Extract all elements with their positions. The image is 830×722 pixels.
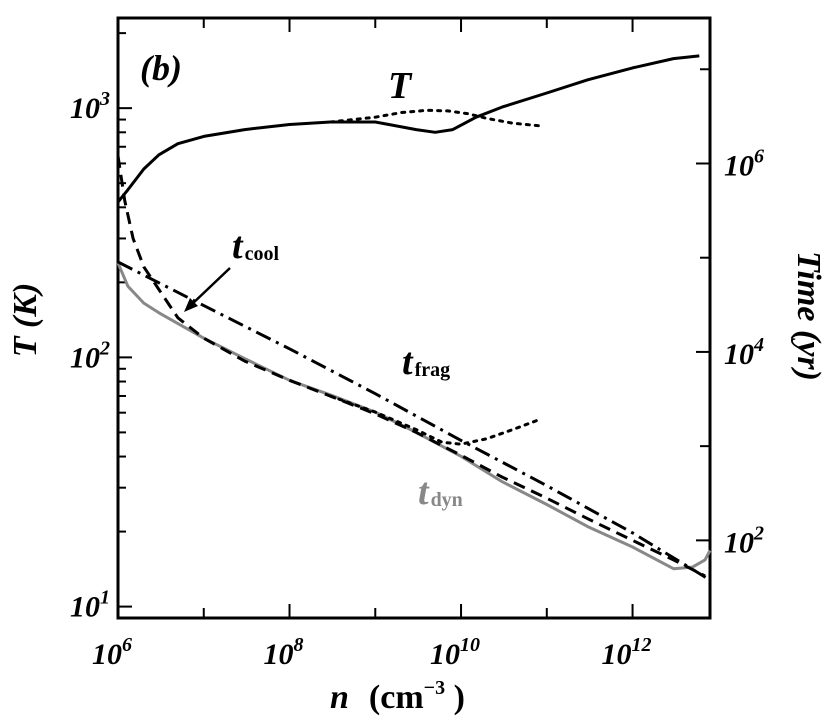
label-t-frag-sub: frag [415,359,451,381]
x-axis-title-unit: (cm [369,679,424,716]
y-left-tick-labels: 101 102 103 [70,88,110,623]
x-axis-title-var: n [330,679,349,716]
label-t-dyn-main: t [418,471,430,513]
y-left-axis-title: T (K) [7,283,44,358]
y-left-tick-label: 103 [70,88,110,125]
x-axis-title-exp: −3 [424,677,445,699]
plot-frame [116,16,712,620]
x-tick-label: 1012 [602,634,652,671]
label-t-cool-sub: cool [245,243,280,265]
x-axis-title-close: ) [445,679,465,716]
x-axis-title: n (cm−3 ) [330,677,465,716]
label-t-frag: t frag [402,341,450,383]
y-right-tick-label: 102 [724,522,764,559]
series-layer [116,54,712,582]
y-left-tick-label: 101 [70,587,110,624]
y-right-tick-label: 104 [724,334,764,371]
label-t-dyn-sub: dyn [431,489,463,511]
label-T: T [388,65,413,107]
series-line-dotted-5 [328,394,540,446]
label-t-cool: t cool [232,225,279,267]
y-right-tick-label: 106 [724,145,764,182]
label-t-cool-main: t [232,225,244,267]
tick-marks [117,18,710,618]
x-tick-labels: 106 108 1010 1012 [92,634,652,671]
t-cool-arrow [184,267,231,312]
y-right-tick-labels: 102 104 106 [724,145,764,559]
label-t-frag-main: t [402,341,414,383]
y-right-axis-title: Time (yr) [790,251,827,381]
x-tick-label: 106 [92,634,132,671]
x-tick-label: 1010 [430,634,480,671]
y-left-tick-label: 102 [70,337,110,374]
series-line-dotted-1 [328,108,540,128]
series-line-solid-0 [116,54,700,203]
x-tick-label: 108 [264,634,304,671]
panel-label: (b) [140,48,182,88]
label-t-dyn: t dyn [418,471,463,513]
series-line-dashdot-4 [117,260,711,582]
